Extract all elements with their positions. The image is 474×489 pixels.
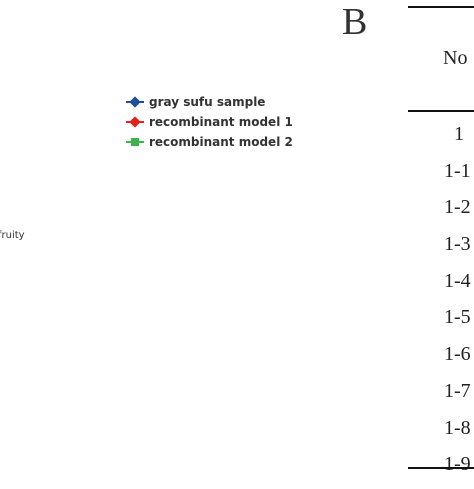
table-row: 1-2 [444, 196, 471, 219]
table-row: 1-5 [444, 306, 471, 329]
legend-marker-icon [126, 96, 144, 108]
legend-marker-icon [126, 137, 144, 147]
table-row: 1-1 [444, 159, 471, 182]
table-body: 1 1-1 1-2 1-3 1-4 1-5 1-6 1-7 1-8 1-9 [444, 122, 471, 489]
legend-label: gray sufu sample [149, 95, 266, 109]
table-top-rule [408, 6, 474, 8]
table-row: 1 [454, 123, 464, 145]
table-row: 1-3 [444, 233, 471, 256]
table-row: 1-8 [444, 416, 471, 439]
table-header-rule [408, 110, 474, 112]
radar-axis-label-fruity: fruity [0, 230, 25, 241]
legend-marker-icon [126, 116, 144, 128]
chart-legend: gray sufu sample recombinant model 1 rec… [126, 92, 293, 152]
panel-letter: B [342, 1, 368, 43]
table-row: 1-6 [444, 343, 471, 366]
legend-item-recombinant-model-1: recombinant model 1 [126, 112, 293, 132]
legend-item-recombinant-model-2: recombinant model 2 [126, 132, 293, 152]
table-bottom-rule [408, 467, 474, 469]
table-header-no: No [443, 47, 468, 69]
table-row: 1-7 [444, 379, 471, 402]
legend-label: recombinant model 2 [149, 135, 293, 149]
table-row: 1-9 [444, 453, 471, 476]
legend-item-gray-sufu-sample: gray sufu sample [126, 92, 293, 112]
legend-label: recombinant model 1 [149, 115, 293, 129]
table-row: 1-4 [444, 269, 471, 292]
